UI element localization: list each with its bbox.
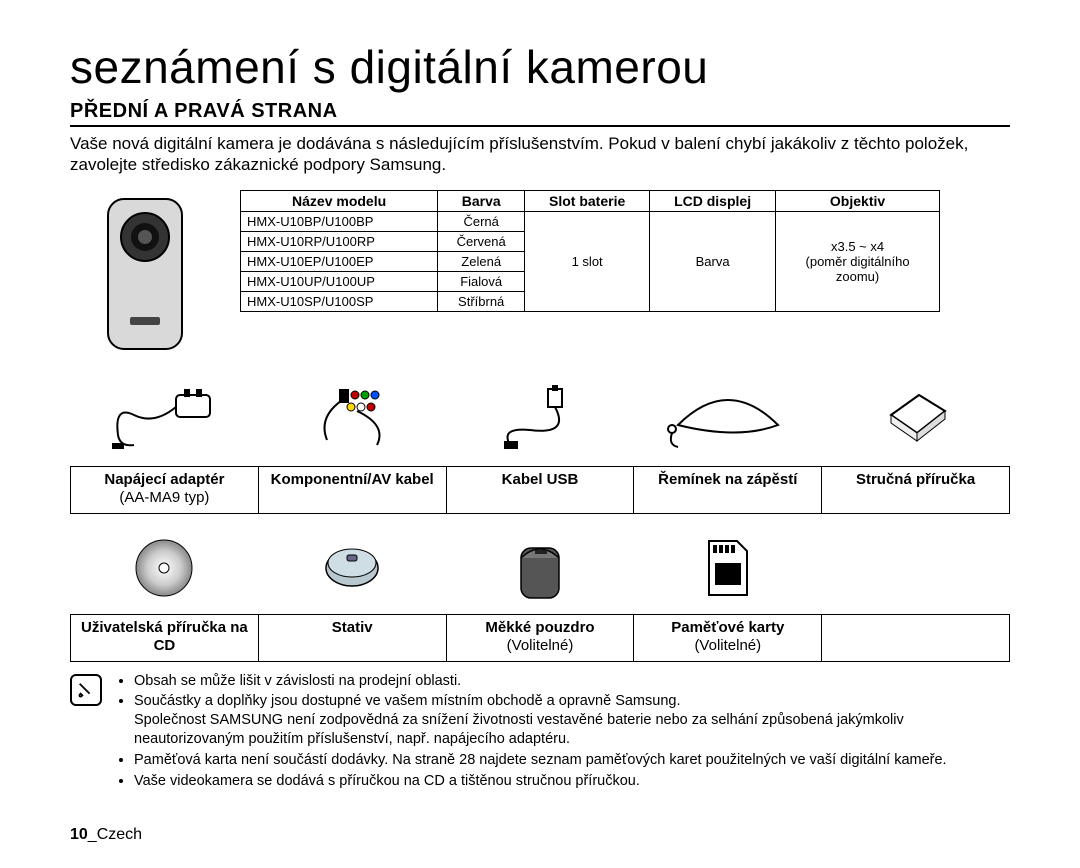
th-model: Název modelu — [241, 190, 438, 211]
model-cell: HMX-U10SP/U100SP — [241, 291, 438, 311]
model-cell: Černá — [438, 211, 525, 231]
model-cell: Fialová — [438, 271, 525, 291]
strap-image — [634, 374, 822, 466]
acc-label: Komponentní/AV kabel — [259, 467, 447, 513]
model-cell: Stříbrná — [438, 291, 525, 311]
acc-label: Stručná příručka — [822, 467, 1010, 513]
adapter-image — [70, 374, 258, 466]
page-footer: 10_Czech — [70, 826, 142, 844]
usb-cable-image — [446, 374, 634, 466]
pouch-image — [446, 522, 634, 614]
acc-label: Měkké pouzdro(Volitelné) — [447, 615, 635, 661]
acc-label — [822, 615, 1010, 661]
acc-label: Řemínek na zápěstí — [634, 467, 822, 513]
acc-label: Napájecí adaptér(AA-MA9 typ) — [71, 467, 259, 513]
model-cell: Červená — [438, 231, 525, 251]
note-icon — [70, 674, 102, 706]
intro-text: Vaše nová digitální kamera je dodávána s… — [70, 133, 1010, 176]
th-lens: Objektiv — [776, 190, 940, 211]
th-slot: Slot baterie — [525, 190, 650, 211]
note-item: Obsah se může lišit v závislosti na prod… — [134, 672, 1010, 691]
cd-image — [70, 522, 258, 614]
guide-image — [822, 374, 1010, 466]
note-item: Vaše videokamera se dodává s příručkou n… — [134, 772, 1010, 791]
tripod-image — [258, 522, 446, 614]
model-cell: HMX-U10EP/U100EP — [241, 251, 438, 271]
model-table: Název modelu Barva Slot baterie LCD disp… — [240, 190, 940, 312]
th-color: Barva — [438, 190, 525, 211]
section-title: PŘEDNÍ A PRAVÁ STRANA — [70, 100, 1010, 127]
empty-image — [822, 522, 1010, 614]
model-cell: x3.5 ~ x4 (poměr digitálního zoomu) — [776, 211, 940, 311]
acc-label: Stativ — [259, 615, 447, 661]
model-cell: Barva — [650, 211, 776, 311]
av-cable-image — [258, 374, 446, 466]
note-item: Součástky a doplňky jsou dostupné ve vaš… — [134, 692, 1010, 749]
acc-label: Kabel USB — [447, 467, 635, 513]
camera-image — [70, 190, 220, 360]
sdcard-image — [634, 522, 822, 614]
acc-label: Paměťové karty(Volitelné) — [634, 615, 822, 661]
model-cell: HMX-U10RP/U100RP — [241, 231, 438, 251]
notes-list: Obsah se může lišit v závislosti na prod… — [116, 672, 1010, 793]
model-cell: Zelená — [438, 251, 525, 271]
model-cell: 1 slot — [525, 211, 650, 311]
acc-label: Uživatelská příručka na CD — [71, 615, 259, 661]
model-cell: HMX-U10BP/U100BP — [241, 211, 438, 231]
page-title: seznámení s digitální kamerou — [70, 40, 1010, 94]
model-cell: HMX-U10UP/U100UP — [241, 271, 438, 291]
th-lcd: LCD displej — [650, 190, 776, 211]
note-item: Paměťová karta není součástí dodávky. Na… — [134, 751, 1010, 770]
